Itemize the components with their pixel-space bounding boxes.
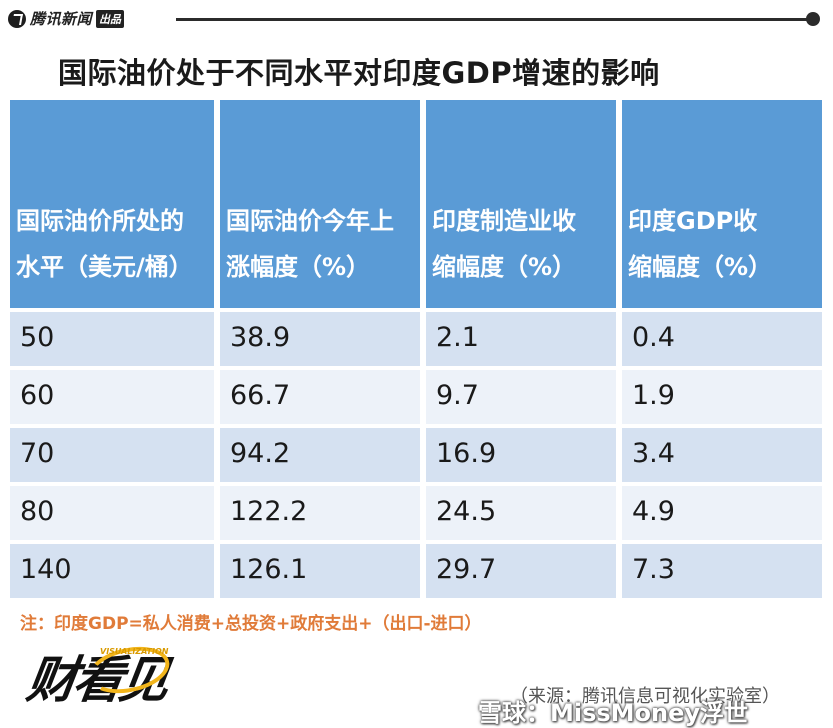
table-header: 国际油价所处的 水平（美元/桶） 国际油价今年上 涨幅度（%） 印度制造业收 缩…	[10, 100, 822, 308]
table-cell: 122.2	[220, 486, 420, 540]
footer-logo-tag: VISUALIZATION	[100, 647, 169, 656]
tencent-news-logo-icon	[8, 9, 26, 28]
table-cell: 1.9	[622, 370, 822, 424]
table-body: 50 38.9 2.1 0.4 60 66.7 9.7 1.9 70 94.2 …	[10, 312, 822, 602]
source-credit: （来源：腾讯信息可视化实验室）	[510, 686, 780, 707]
formula-note: 注：印度GDP=私人消费+总投资+政府支出+（出口-进口）	[20, 614, 482, 634]
table-row: 70 94.2 16.9 3.4	[10, 428, 822, 482]
table-cell: 50	[10, 312, 214, 366]
table-cell: 24.5	[426, 486, 616, 540]
table-cell: 16.9	[426, 428, 616, 482]
table-row: 140 126.1 29.7 7.3	[10, 544, 822, 598]
table-row: 50 38.9 2.1 0.4	[10, 312, 822, 366]
column-header: 国际油价所处的 水平（美元/桶）	[10, 100, 214, 308]
top-bar: 腾讯新闻 出品	[0, 0, 833, 38]
table-cell: 2.1	[426, 312, 616, 366]
table-cell: 0.4	[622, 312, 822, 366]
brand: 腾讯新闻 出品	[8, 8, 125, 29]
brand-name: 腾讯新闻	[30, 10, 93, 28]
brand-tag: 出品	[96, 9, 125, 28]
table-cell: 70	[10, 428, 214, 482]
column-header: 印度GDP收 缩幅度（%）	[622, 100, 822, 308]
table-cell: 66.7	[220, 370, 420, 424]
table-cell: 94.2	[220, 428, 420, 482]
table-row: 60 66.7 9.7 1.9	[10, 370, 822, 424]
table-cell: 80	[10, 486, 214, 540]
data-table: 国际油价所处的 水平（美元/桶） 国际油价今年上 涨幅度（%） 印度制造业收 缩…	[10, 100, 822, 598]
table-row: 80 122.2 24.5 4.9	[10, 486, 822, 540]
table-cell: 140	[10, 544, 214, 598]
watermark-credit: 雪球：MissMoney浮世	[478, 699, 749, 727]
table-cell: 29.7	[426, 544, 616, 598]
column-header: 印度制造业收 缩幅度（%）	[426, 100, 616, 308]
table-cell: 4.9	[622, 486, 822, 540]
header-dot	[806, 12, 820, 26]
table-cell: 38.9	[220, 312, 420, 366]
table-cell: 126.1	[220, 544, 420, 598]
table-cell: 7.3	[622, 544, 822, 598]
column-header: 国际油价今年上 涨幅度（%）	[220, 100, 420, 308]
table-cell: 3.4	[622, 428, 822, 482]
header-divider	[176, 18, 812, 21]
table-cell: 60	[10, 370, 214, 424]
page-title: 国际油价处于不同水平对印度GDP增速的影响	[58, 56, 660, 90]
table-cell: 9.7	[426, 370, 616, 424]
